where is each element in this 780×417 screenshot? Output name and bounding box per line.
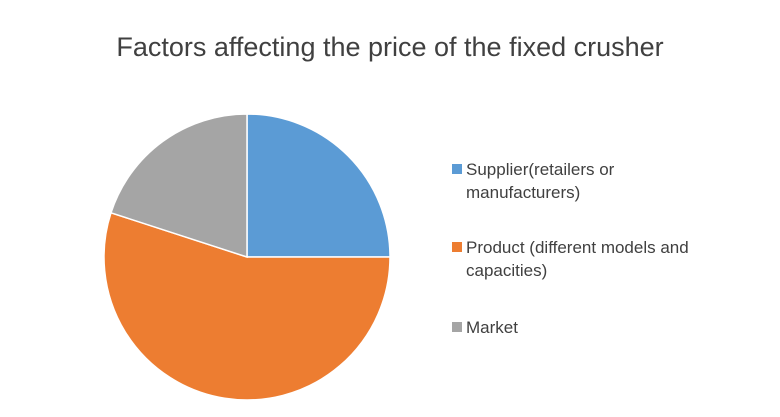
legend-item: Product (different models and capacities…	[452, 236, 712, 282]
legend-item: Supplier(retailers or manufacturers)	[452, 158, 712, 204]
pie-slice	[110, 113, 248, 259]
legend-item: Market	[452, 316, 712, 339]
chart-title: Factors affecting the price of the fixed…	[116, 32, 664, 62]
legend-swatch	[452, 242, 462, 252]
legend-label: Product (different models and capacities…	[466, 238, 689, 280]
legend-swatch	[452, 164, 462, 174]
pie-slice	[246, 113, 391, 258]
legend-label: Market	[466, 318, 518, 337]
legend-label: Supplier(retailers or manufacturers)	[466, 160, 615, 202]
pie-slice	[103, 211, 391, 401]
legend-swatch	[452, 322, 462, 332]
